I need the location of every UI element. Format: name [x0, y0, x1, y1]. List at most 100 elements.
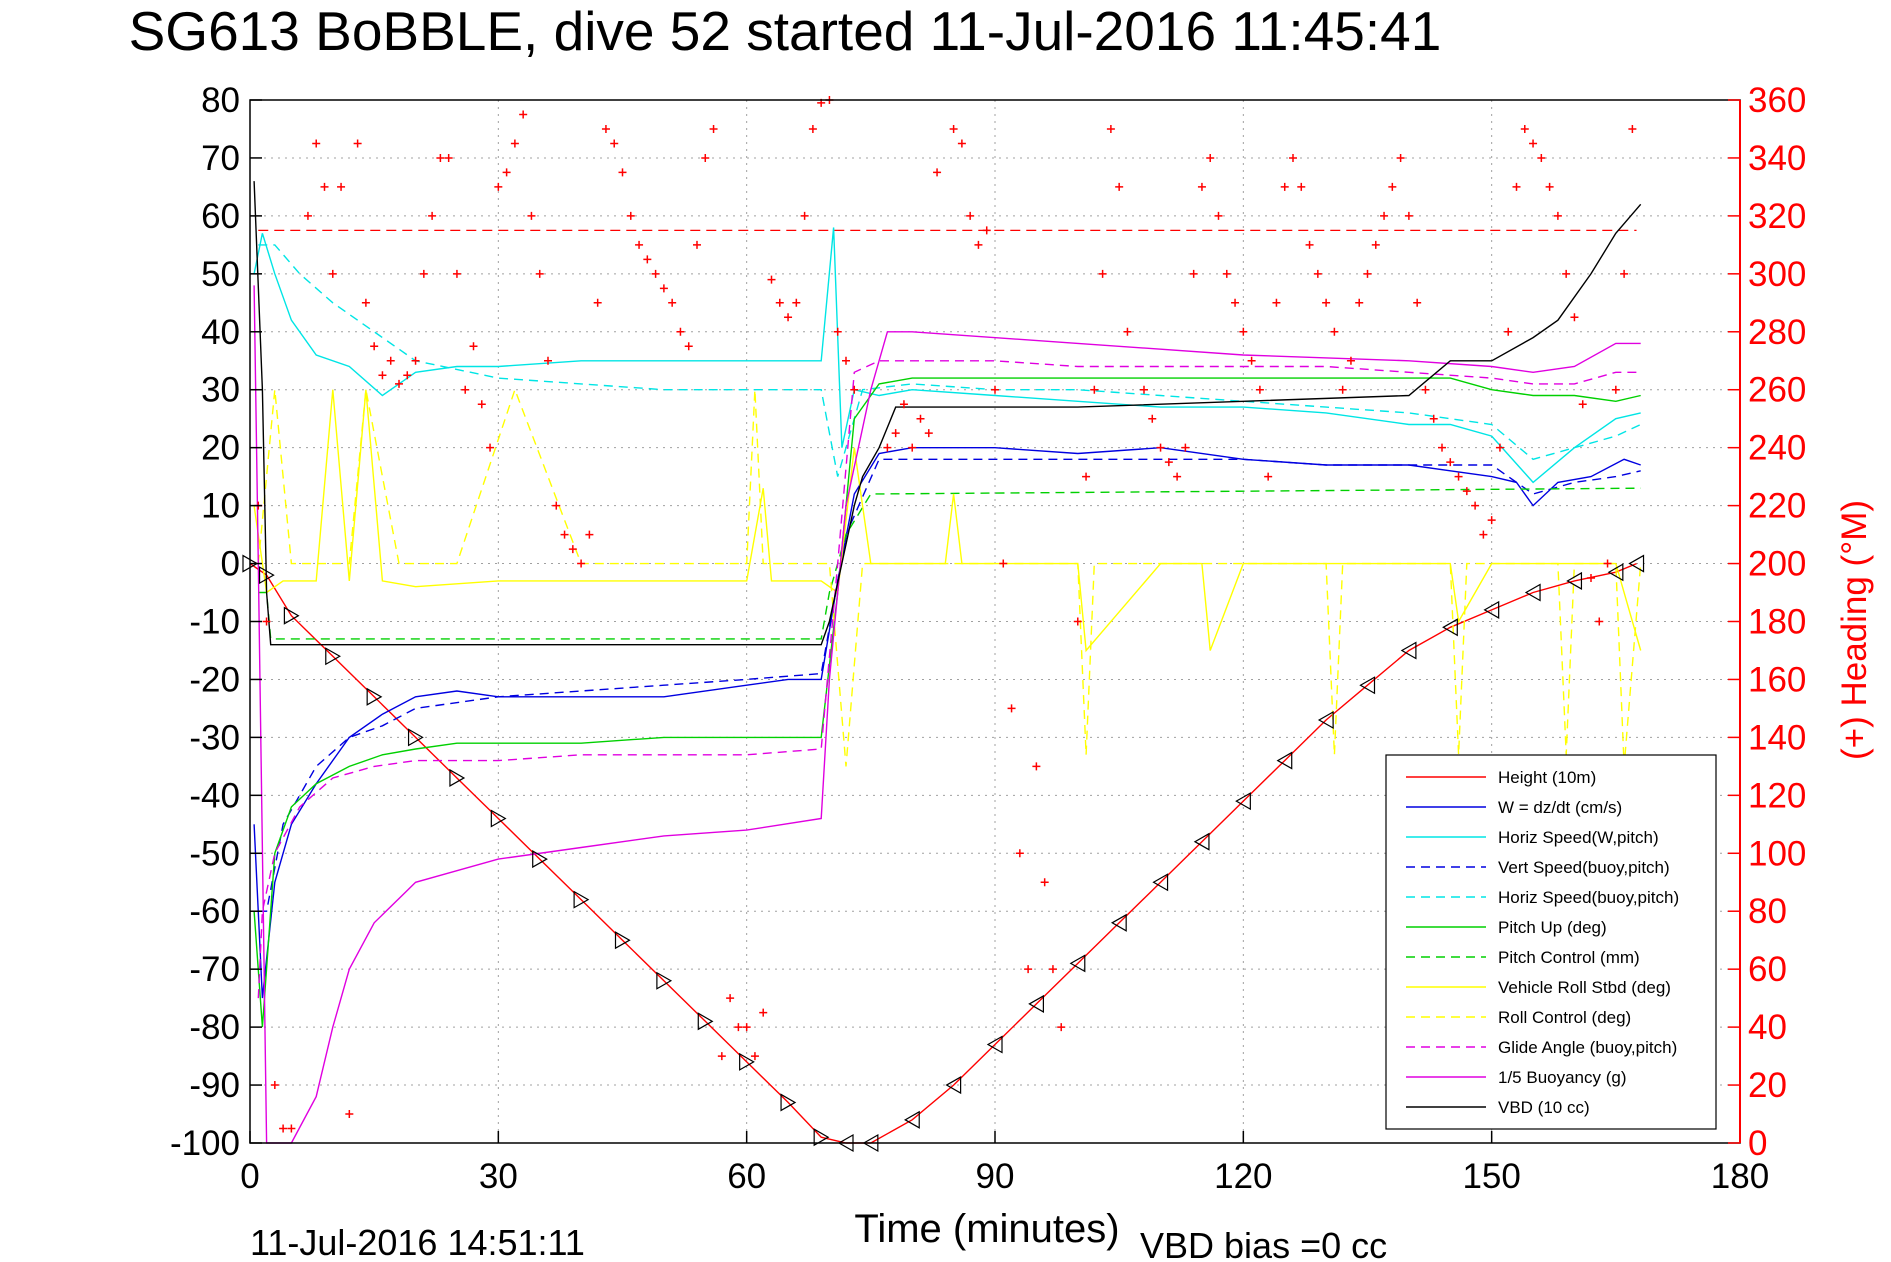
- y-right-tick-label: 180: [1748, 603, 1806, 642]
- depth-marker: [697, 1012, 714, 1031]
- depth-marker: [573, 890, 590, 909]
- heading-point: [792, 298, 801, 307]
- depth-marker: [614, 931, 631, 950]
- y-right-tick-label: 40: [1748, 1008, 1787, 1047]
- legend-label: Vert Speed(buoy,pitch): [1498, 858, 1670, 877]
- y-right-tick-label: 280: [1748, 313, 1806, 352]
- heading-point: [1032, 762, 1041, 771]
- heading-point: [452, 269, 461, 278]
- legend-label: Pitch Up (deg): [1498, 918, 1607, 937]
- depth-marker: [325, 647, 341, 666]
- heading-point: [1429, 414, 1438, 423]
- heading-point: [1553, 211, 1562, 220]
- heading-point: [1380, 211, 1389, 220]
- y-right-tick-label: 0: [1748, 1124, 1767, 1163]
- heading-point: [1404, 211, 1413, 220]
- depth-marker: [407, 728, 424, 747]
- y-tick-label: 70: [201, 139, 240, 178]
- heading-point: [544, 356, 552, 365]
- heading-point: [966, 211, 975, 220]
- heading-point: [486, 443, 495, 452]
- heading-point: [1140, 385, 1148, 394]
- y-right-tick-label: 140: [1748, 718, 1806, 757]
- heading-point: [560, 530, 569, 539]
- depth-marker: [986, 1035, 1003, 1054]
- heading-point: [1057, 1023, 1066, 1032]
- heading-point: [1363, 269, 1372, 278]
- heading-point: [361, 298, 370, 307]
- heading-point: [891, 429, 900, 438]
- heading-point: [651, 269, 660, 278]
- legend-label: Pitch Control (mm): [1498, 948, 1640, 967]
- depth-marker: [1524, 583, 1541, 602]
- heading-point: [717, 1052, 726, 1061]
- heading-point: [1578, 400, 1587, 409]
- legend-label: Height (10m): [1498, 768, 1596, 787]
- heading-point: [668, 298, 677, 307]
- heading-point: [527, 211, 536, 220]
- heading-point: [933, 168, 942, 177]
- heading-point: [684, 342, 693, 351]
- heading-point: [1355, 298, 1364, 307]
- y-tick-label: 60: [201, 197, 240, 236]
- heading-point: [1082, 472, 1091, 481]
- heading-point: [676, 327, 685, 336]
- heading-point: [1181, 443, 1190, 452]
- y-tick-label: 40: [201, 313, 240, 352]
- series-roll-control-deg: [257, 387, 1642, 767]
- depth-marker: [283, 606, 300, 625]
- y-tick-label: -20: [189, 660, 240, 699]
- depth-marker: [1400, 641, 1417, 660]
- heading-point: [709, 124, 718, 133]
- heading-point: [1007, 704, 1016, 713]
- heading-point: [1272, 298, 1281, 307]
- heading-point: [750, 1052, 759, 1061]
- depth-marker: [904, 1110, 920, 1129]
- heading-point: [1173, 472, 1182, 481]
- heading-point: [1280, 182, 1289, 191]
- x-axis-label: Time (minutes): [854, 1207, 1119, 1251]
- series-horiz-speed-buoy-pitch: [258, 244, 1641, 477]
- heading-point: [1495, 443, 1504, 452]
- y-right-tick-label: 80: [1748, 892, 1787, 931]
- x-tick-label: 150: [1462, 1157, 1520, 1196]
- heading-point: [577, 559, 586, 568]
- heading-point: [1562, 269, 1571, 278]
- heading-point: [1106, 124, 1115, 133]
- legend-label: 1/5 Buoyancy (g): [1498, 1068, 1627, 1087]
- heading-point: [1048, 965, 1057, 974]
- footer-vbd-bias: VBD bias =0 cc: [1140, 1225, 1387, 1262]
- heading-point: [1620, 269, 1629, 278]
- heading-point: [419, 269, 428, 278]
- depth-marker: [1235, 792, 1251, 811]
- tick-layer: 0 30 60 90 120 150 18080706050403020100-10-20-…: [170, 81, 1806, 1196]
- depth-marker: [1028, 994, 1044, 1013]
- x-tick-label: 90: [976, 1157, 1015, 1196]
- heading-point: [1247, 356, 1256, 365]
- heading-point: [1421, 385, 1430, 394]
- series-glide-angle-buoy-pitch: [257, 360, 1641, 999]
- x-tick-label: 30: [479, 1157, 518, 1196]
- depth-marker: [1152, 873, 1169, 892]
- heading-point: [742, 1023, 751, 1032]
- y-right-tick-label: 100: [1748, 834, 1806, 873]
- heading-point: [585, 530, 594, 539]
- heading-point: [378, 371, 387, 380]
- depth-marker: [1276, 751, 1293, 770]
- heading-point: [1603, 559, 1612, 568]
- heading-point: [701, 153, 710, 162]
- y-tick-label: 0: [221, 545, 240, 584]
- heading-point: [1115, 182, 1124, 191]
- heading-point: [626, 211, 635, 220]
- heading-point: [1545, 182, 1554, 191]
- y-right-tick-label: 360: [1748, 81, 1806, 120]
- heading-point: [287, 1124, 296, 1133]
- heading-point: [1222, 269, 1231, 278]
- depth-marker: [258, 566, 275, 585]
- series-w-dz-dt-cm-s: [253, 446, 1641, 999]
- heading-point: [1570, 313, 1579, 322]
- series-heading: [254, 96, 1637, 1133]
- heading-point: [403, 371, 412, 380]
- series-vert-speed-buoy-pitch: [258, 458, 1641, 912]
- heading-point: [1479, 530, 1488, 539]
